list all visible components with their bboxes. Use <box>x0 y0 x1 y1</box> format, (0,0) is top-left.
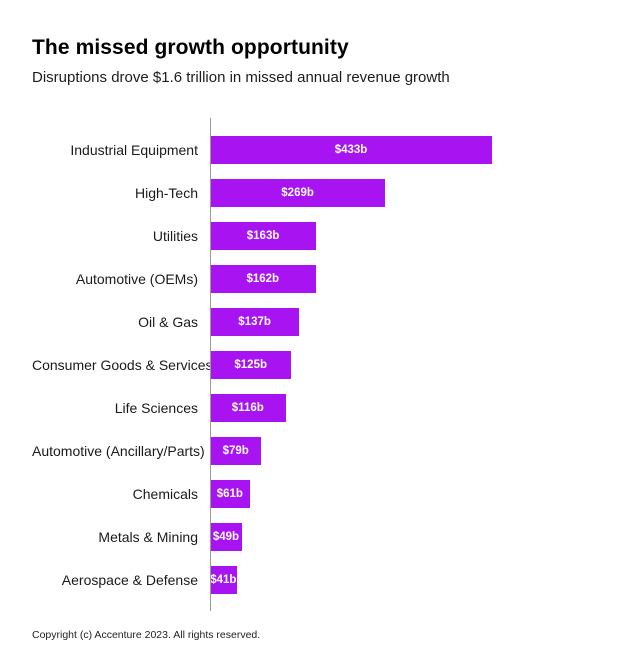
bar: $79b <box>210 436 262 465</box>
bar: $269b <box>210 178 386 207</box>
chart-row: Metals & Mining $49b <box>32 515 586 558</box>
value-label: $137b <box>238 315 271 328</box>
value-label: $116b <box>231 401 264 414</box>
copyright-text: Copyright (c) Accenture 2023. All rights… <box>32 629 261 641</box>
bar: $125b <box>210 350 292 379</box>
chart-row: High-Tech $269b <box>32 171 586 214</box>
bar: $61b <box>210 479 250 508</box>
category-label: Chemicals <box>132 485 198 502</box>
chart-row: Industrial Equipment $433b <box>32 128 586 171</box>
category-label: Automotive (Ancillary/Parts) <box>32 442 205 459</box>
bar-area: $269b <box>210 171 492 214</box>
chart-row: Automotive (OEMs) $162b <box>32 257 586 300</box>
category-label: Consumer Goods & Services <box>32 356 213 373</box>
category-label: Metals & Mining <box>98 528 198 545</box>
bar: $433b <box>210 135 492 164</box>
bar-area: $162b <box>210 257 492 300</box>
chart-row: Chemicals $61b <box>32 472 586 515</box>
category-label: Aerospace & Defense <box>61 571 198 588</box>
bar-area: $79b <box>210 429 492 472</box>
category-label: Industrial Equipment <box>70 141 198 158</box>
chart-row: Oil & Gas $137b <box>32 300 586 343</box>
bar-area: $41b <box>210 558 492 601</box>
chart-row: Utilities $163b <box>32 214 586 257</box>
bar: $41b <box>210 565 237 594</box>
value-label: $162b <box>246 272 280 285</box>
bar: $116b <box>210 393 286 422</box>
bar-area: $433b <box>210 128 492 171</box>
category-label: Utilities <box>152 227 198 244</box>
y-axis-line <box>210 118 211 611</box>
value-label: $269b <box>281 186 314 199</box>
bar: $163b <box>210 221 317 250</box>
bar: $137b <box>210 307 300 336</box>
value-label: $125b <box>234 358 267 371</box>
category-label: Automotive (OEMs) <box>75 270 198 287</box>
value-label: $61b <box>216 487 243 500</box>
chart-row: Aerospace & Defense $41b <box>32 558 586 601</box>
bar: $49b <box>210 522 242 551</box>
value-label: $41b <box>210 573 237 586</box>
category-label: Life Sciences <box>114 399 198 416</box>
bar-area: $116b <box>210 386 492 429</box>
bar-area: $163b <box>210 214 492 257</box>
bar-area: $125b <box>210 343 492 386</box>
bar-area: $137b <box>210 300 492 343</box>
bar: $162b <box>210 264 316 293</box>
chart-row: Automotive (Ancillary/Parts) $79b <box>32 429 586 472</box>
value-label: $79b <box>222 444 249 457</box>
chart-subtitle: Disruptions drove $1.6 trillion in misse… <box>32 69 450 86</box>
category-label: High-Tech <box>134 184 198 201</box>
value-label: $433b <box>334 143 368 156</box>
value-label: $163b <box>246 229 280 242</box>
bar-area: $49b <box>210 515 492 558</box>
value-label: $49b <box>212 530 240 543</box>
chart-row: Life Sciences $116b <box>32 386 586 429</box>
chart-title: The missed growth opportunity <box>32 36 349 59</box>
category-label: Oil & Gas <box>138 313 198 330</box>
chart-row: Consumer Goods & Services $125b <box>32 343 586 386</box>
bar-area: $61b <box>210 472 492 515</box>
bar-chart: Industrial Equipment $433b High-Tech $269b U… <box>32 118 586 611</box>
